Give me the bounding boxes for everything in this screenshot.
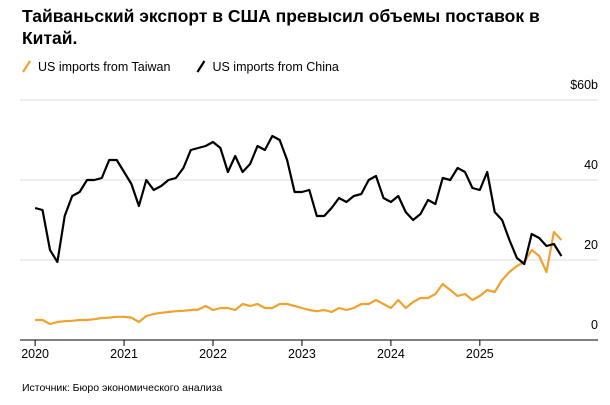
- legend-label: US imports from China: [212, 60, 338, 74]
- chart-title: Тайваньский экспорт в США превысил объем…: [22, 6, 540, 48]
- y-tick-label: 20: [584, 238, 598, 252]
- series-line: [35, 230, 563, 326]
- x-tick-label: 2025: [466, 347, 494, 361]
- legend-swatch: [196, 60, 206, 73]
- x-tick-label: 2023: [288, 347, 316, 361]
- x-tick-label: 2024: [377, 347, 405, 361]
- x-tick-label: 2021: [110, 347, 138, 361]
- y-tick-label: 40: [584, 158, 598, 172]
- series-line: [34, 134, 563, 266]
- legend-label: US imports from Taiwan: [38, 60, 170, 74]
- source: Источник: Бюро экономического анализа: [22, 382, 222, 394]
- x-tick-label: 2022: [199, 347, 227, 361]
- y-tick-label: 0: [591, 318, 598, 332]
- legend-swatch: [22, 60, 31, 73]
- y-tick-label: $60b: [570, 78, 598, 92]
- x-tick-label: 2020: [21, 347, 49, 361]
